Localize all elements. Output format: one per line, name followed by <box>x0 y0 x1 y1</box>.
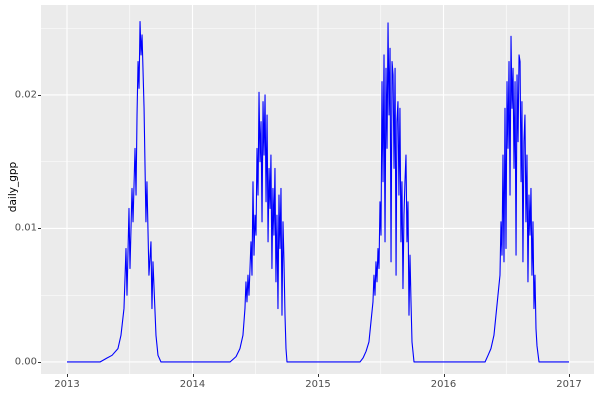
x-tick-mark <box>443 374 445 377</box>
x-tick-mark <box>67 374 68 377</box>
x-tick-label: 2017 <box>556 379 582 390</box>
gpp-line-series <box>67 20 569 363</box>
y-tick-mark <box>38 228 41 230</box>
x-tick-mark <box>192 374 194 377</box>
x-tick-mark <box>569 374 570 377</box>
y-axis-title: daily_gpp <box>7 161 19 213</box>
x-tick-label: 2016 <box>430 379 457 390</box>
line-chart-svg <box>41 5 594 374</box>
x-tick-label: 2015 <box>305 379 331 390</box>
y-tick-label: 0.00 <box>14 356 37 368</box>
plot-panel <box>41 5 594 374</box>
y-tick-label: 0.01 <box>14 222 37 234</box>
y-tick-mark <box>38 94 41 96</box>
y-tick-mark <box>38 361 41 363</box>
y-tick-label: 0.02 <box>14 89 37 101</box>
x-tick-label: 2013 <box>54 379 80 390</box>
x-tick-mark <box>318 374 319 377</box>
x-tick-label: 2014 <box>179 379 206 390</box>
